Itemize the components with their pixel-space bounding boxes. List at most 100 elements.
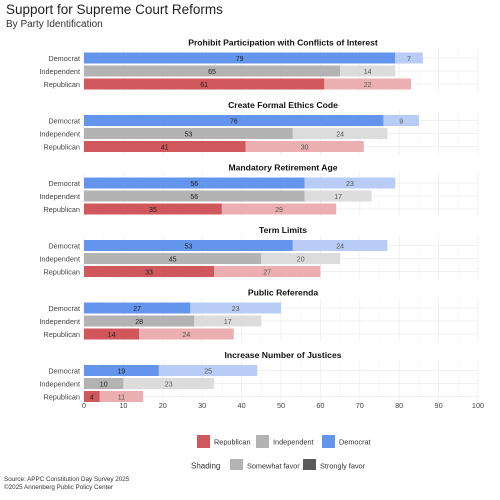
x-tick-label: 70 <box>356 401 364 410</box>
legend-swatch-strongly <box>303 459 316 470</box>
data-label-somewhat: 24 <box>336 131 344 138</box>
bar-somewhat-democrat <box>158 365 258 376</box>
bar-somewhat-independent <box>194 315 262 327</box>
data-label-strongly: 65 <box>208 69 216 76</box>
bar-somewhat-democrat <box>304 177 396 189</box>
legend-label-independent: Independent <box>273 438 314 447</box>
legend-swatch-somewhat <box>230 459 243 470</box>
bar-strongly-independent <box>84 378 124 389</box>
category-label: Democrat <box>48 179 80 188</box>
x-tick-label: 20 <box>159 401 167 410</box>
legend-label-republican: Republican <box>214 438 251 447</box>
data-label-somewhat: 24 <box>336 243 344 250</box>
category-label: Democrat <box>48 304 80 313</box>
data-label-somewhat: 30 <box>301 144 309 151</box>
bar-strongly-democrat <box>84 52 396 64</box>
bar-strongly-independent <box>84 65 341 77</box>
data-label-somewhat: 22 <box>364 82 372 89</box>
x-tick-label: 60 <box>316 401 324 410</box>
bar-somewhat-republican <box>139 328 234 340</box>
bar-strongly-democrat <box>84 240 293 251</box>
panel-title: Public Referenda <box>248 288 318 298</box>
category-label: Independent <box>39 192 80 201</box>
bar-somewhat-democrat <box>383 115 419 126</box>
data-label-strongly: 33 <box>145 269 153 276</box>
data-label-strongly: 76 <box>230 118 238 125</box>
panel-title: Increase Number of Justices <box>224 350 341 360</box>
legend-shading-title: Shading <box>191 462 220 471</box>
bar-strongly-democrat <box>84 177 305 189</box>
bar-strongly-republican <box>84 391 100 402</box>
bar-somewhat-independent <box>261 253 341 264</box>
x-tick-label: 90 <box>435 401 443 410</box>
category-label: Republican <box>43 330 80 339</box>
bar-somewhat-republican <box>245 141 364 152</box>
category-label: Democrat <box>48 117 80 126</box>
bar-strongly-independent <box>84 253 262 264</box>
category-label: Democrat <box>48 242 80 251</box>
data-label-strongly: 53 <box>185 243 193 250</box>
category-label: Independent <box>39 255 80 264</box>
data-label-strongly: 45 <box>169 256 177 263</box>
data-label-somewhat: 27 <box>263 269 271 276</box>
data-label-somewhat: 23 <box>232 306 240 313</box>
category-label: Republican <box>43 268 80 277</box>
legend-label-strongly: Strongly favor <box>320 462 366 471</box>
category-label: Republican <box>43 143 80 152</box>
panel-title: Mandatory Retirement Age <box>228 163 337 173</box>
bar-strongly-republican <box>84 141 246 152</box>
x-tick-label: 40 <box>238 401 246 410</box>
source-line: Source: APPC Constitution Day Survey 202… <box>4 476 130 483</box>
reforms-chart: Prohibit Participation with Conflicts of… <box>39 38 484 471</box>
bar-somewhat-democrat <box>190 302 281 314</box>
panel-title: Term Limits <box>259 225 307 235</box>
category-label: Independent <box>39 317 80 326</box>
chart-title: Support for Supreme Court Reforms <box>6 2 223 17</box>
data-label-somewhat: 14 <box>364 69 372 76</box>
bar-somewhat-republican <box>99 391 144 402</box>
data-label-strongly: 14 <box>108 332 116 339</box>
bar-somewhat-republican <box>221 203 337 215</box>
data-label-somewhat: 23 <box>346 181 354 188</box>
bar-somewhat-republican <box>324 78 412 90</box>
bar-somewhat-independent <box>304 190 372 202</box>
data-label-somewhat: 24 <box>183 332 191 339</box>
bar-somewhat-independent <box>292 128 388 139</box>
copyright-line: ©2025 Annenberg Public Policy Center <box>4 484 113 491</box>
data-label-strongly: 10 <box>100 381 108 388</box>
x-tick-label: 30 <box>198 401 206 410</box>
category-label: Republican <box>43 393 80 402</box>
data-label-somewhat: 17 <box>224 319 232 326</box>
legend-label-democrat: Democrat <box>339 438 371 447</box>
bar-strongly-democrat <box>84 365 159 376</box>
category-label: Independent <box>39 67 80 76</box>
data-label-somewhat: 23 <box>165 381 173 388</box>
panel-title: Create Formal Ethics Code <box>228 100 338 110</box>
data-label-strongly: 4 <box>90 394 94 401</box>
bar-strongly-republican <box>84 328 140 340</box>
category-label: Democrat <box>48 367 80 376</box>
data-label-somewhat: 17 <box>334 194 342 201</box>
bar-strongly-democrat <box>84 115 384 126</box>
data-label-strongly: 28 <box>135 319 143 326</box>
x-tick-label: 80 <box>395 401 403 410</box>
data-label-somewhat: 25 <box>204 368 212 375</box>
category-label: Republican <box>43 80 80 89</box>
data-label-somewhat: 11 <box>118 394 125 401</box>
panel-title: Prohibit Participation with Conflicts of… <box>188 38 378 48</box>
bar-somewhat-republican <box>214 266 321 277</box>
legend-swatch-independent <box>256 435 269 448</box>
legend-label-somewhat: Somewhat favor <box>247 462 300 471</box>
data-label-strongly: 35 <box>149 207 157 214</box>
bar-strongly-independent <box>84 190 305 202</box>
category-label: Independent <box>39 130 80 139</box>
bar-strongly-republican <box>84 78 325 90</box>
data-label-strongly: 56 <box>190 194 198 201</box>
category-label: Independent <box>39 380 80 389</box>
data-label-strongly: 41 <box>161 144 169 151</box>
x-tick-label: 10 <box>119 401 127 410</box>
data-label-somewhat: 7 <box>407 56 411 63</box>
x-tick-label: 50 <box>277 401 285 410</box>
legend-swatch-republican <box>197 435 210 448</box>
data-label-somewhat: 29 <box>275 207 283 214</box>
